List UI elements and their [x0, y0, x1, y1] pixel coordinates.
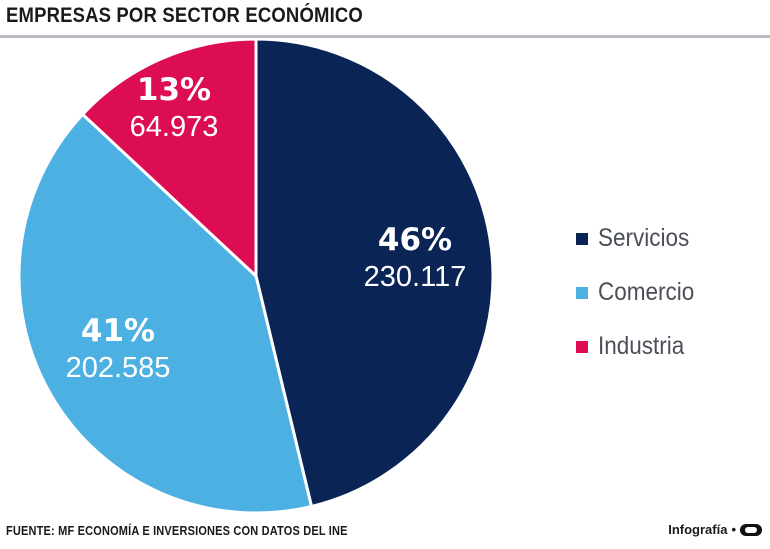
- legend-label-servicios: Servicios: [598, 224, 690, 252]
- slice-percent-label-comercio: 41%: [81, 313, 155, 349]
- legend-label-comercio: Comercio: [598, 278, 695, 306]
- legend-item-servicios: Servicios: [576, 224, 705, 252]
- legend-swatch-industria: [576, 340, 588, 353]
- legend: Servicios Comercio Industria: [576, 224, 705, 387]
- credit: Infografía •: [668, 522, 762, 537]
- legend-item-comercio: Comercio: [576, 278, 705, 306]
- pie-slice-industria: [81, 38, 258, 278]
- legend-swatch-comercio: [576, 286, 588, 299]
- legend-swatch-servicios: [576, 232, 588, 245]
- slice-value-label-servicios: 230.117: [364, 261, 467, 293]
- pie-slice-comercio: [17, 112, 313, 515]
- abc-logo-icon: [740, 523, 762, 536]
- title-divider: [0, 35, 770, 38]
- legend-label-industria: Industria: [598, 332, 685, 360]
- chart-title: EMPRESAS POR SECTOR ECONÓMICO: [6, 4, 363, 27]
- slice-percent-label-servicios: 46%: [378, 222, 452, 258]
- credit-separator: •: [731, 522, 736, 537]
- slice-percent-label-industria: 13%: [137, 72, 211, 108]
- pie-slice-servicios: [254, 38, 495, 508]
- legend-item-industria: Industria: [576, 332, 705, 360]
- pie-chart: 46%230.117 41%202.585 13%64.973: [17, 38, 495, 515]
- credit-label: Infografía: [668, 522, 728, 537]
- slice-value-label-industria: 64.973: [130, 111, 219, 143]
- source-note: FUENTE: MF ECONOMÍA E INVERSIONES CON DA…: [6, 524, 348, 538]
- slice-value-label-comercio: 202.585: [66, 352, 171, 384]
